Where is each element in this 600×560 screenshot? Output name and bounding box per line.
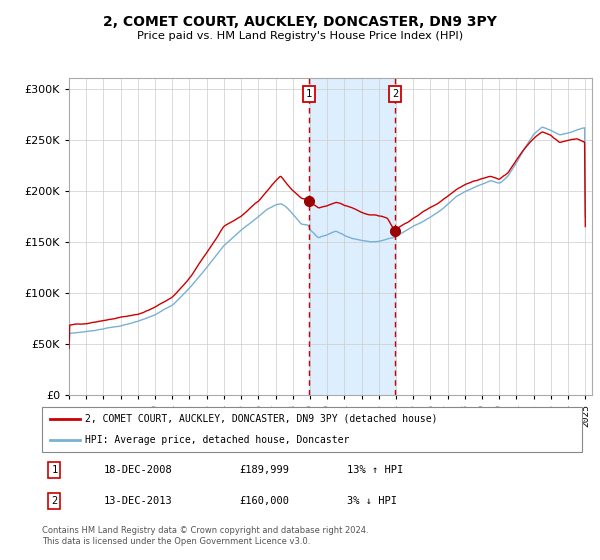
Text: Contains HM Land Registry data © Crown copyright and database right 2024.
This d: Contains HM Land Registry data © Crown c… [42,526,368,546]
Bar [309,78,395,395]
Text: HPI: Average price, detached house, Doncaster: HPI: Average price, detached house, Donc… [85,435,350,445]
Text: 2: 2 [51,496,58,506]
Text: 3% ↓ HPI: 3% ↓ HPI [347,496,397,506]
Text: £160,000: £160,000 [239,496,289,506]
Text: Price paid vs. HM Land Registry's House Price Index (HPI): Price paid vs. HM Land Registry's House … [137,31,463,41]
Text: 2, COMET COURT, AUCKLEY, DONCASTER, DN9 3PY: 2, COMET COURT, AUCKLEY, DONCASTER, DN9 … [103,15,497,29]
Text: 18-DEC-2008: 18-DEC-2008 [104,465,173,475]
Text: 2: 2 [392,88,398,99]
Text: 13% ↑ HPI: 13% ↑ HPI [347,465,403,475]
Text: £189,999: £189,999 [239,465,289,475]
Text: 13-DEC-2013: 13-DEC-2013 [104,496,173,506]
Text: 2, COMET COURT, AUCKLEY, DONCASTER, DN9 3PY (detached house): 2, COMET COURT, AUCKLEY, DONCASTER, DN9 … [85,414,438,424]
Text: 1: 1 [51,465,58,475]
Text: 1: 1 [306,88,313,99]
FancyBboxPatch shape [42,407,582,452]
